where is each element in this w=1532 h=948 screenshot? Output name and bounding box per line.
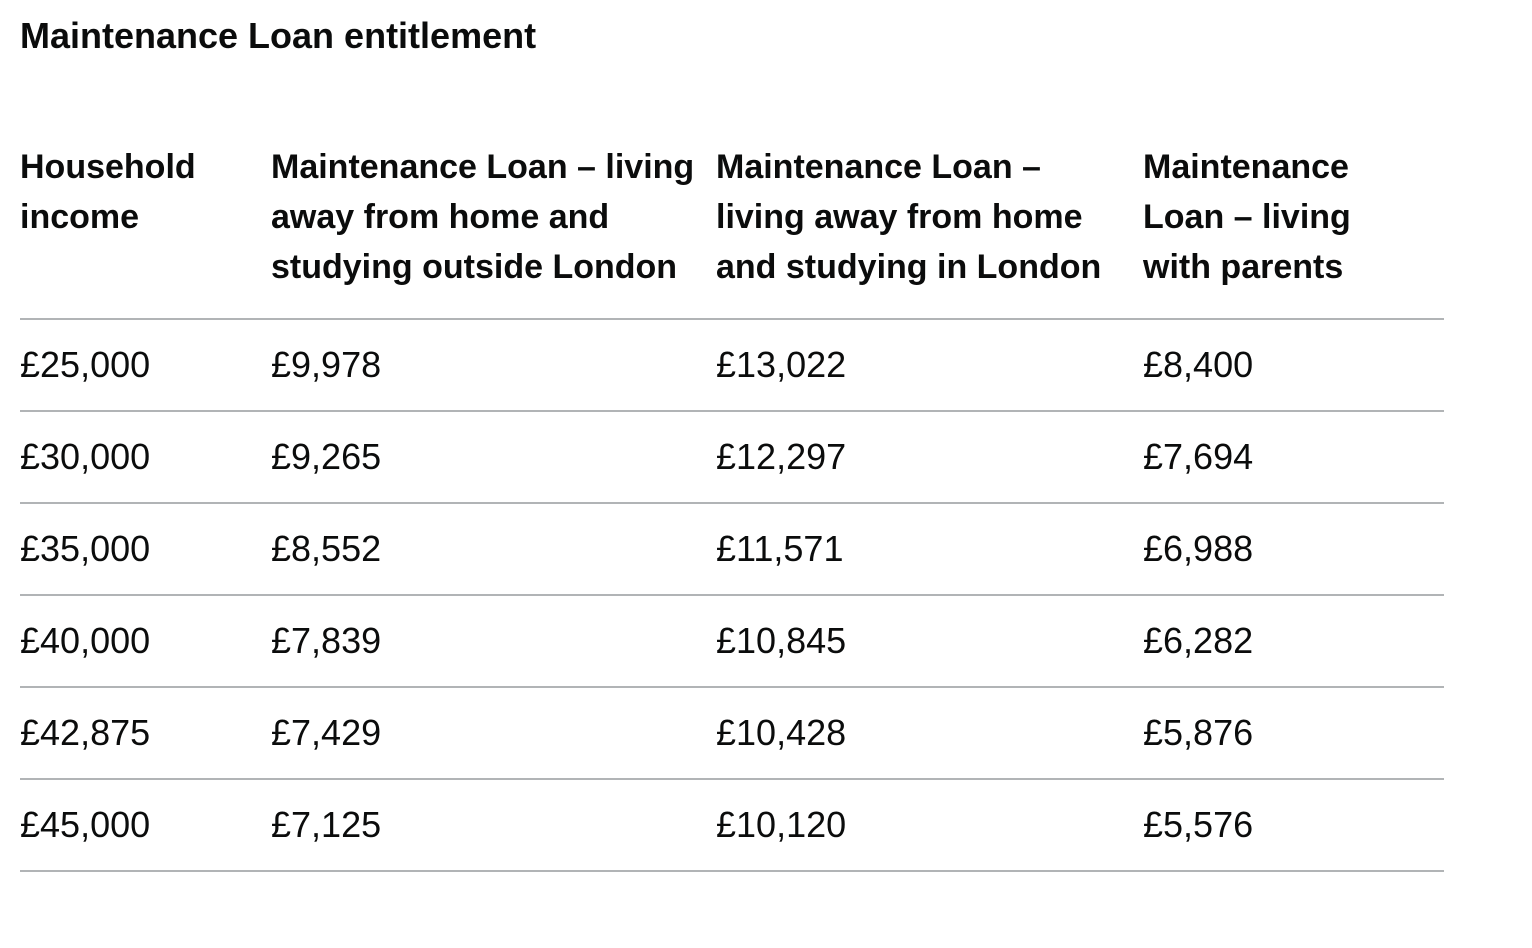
cell-away-outside-london: £9,978 [271,319,716,412]
table-row: £25,000 £9,978 £13,022 £8,400 [20,319,1444,412]
cell-household-income: £42,875 [20,687,271,780]
cell-away-outside-london: £7,125 [271,779,716,872]
cell-away-in-london: £10,845 [716,595,1143,688]
cell-away-outside-london: £8,552 [271,503,716,596]
cell-away-outside-london: £7,429 [271,687,716,780]
table-row: £40,000 £7,839 £10,845 £6,282 [20,595,1444,688]
cell-living-with-parents: £6,282 [1143,595,1444,688]
cell-away-in-london: £10,428 [716,687,1143,780]
cell-living-with-parents: £5,876 [1143,687,1444,780]
table-row: £30,000 £9,265 £12,297 £7,694 [20,411,1444,504]
maintenance-loan-table: Household income Maintenance Loan – livi… [20,142,1444,872]
header-row: Household income Maintenance Loan – livi… [20,142,1444,320]
cell-living-with-parents: £8,400 [1143,319,1444,412]
cell-away-in-london: £12,297 [716,411,1143,504]
header-away-in-london: Maintenance Loan – living away from home… [716,142,1143,320]
cell-household-income: £25,000 [20,319,271,412]
table-row: £42,875 £7,429 £10,428 £5,876 [20,687,1444,780]
cell-away-in-london: £13,022 [716,319,1143,412]
header-household-income: Household income [20,142,271,320]
content-area: Maintenance Loan entitlement Household i… [20,15,1444,872]
cell-household-income: £45,000 [20,779,271,872]
cell-away-outside-london: £7,839 [271,595,716,688]
cell-living-with-parents: £5,576 [1143,779,1444,872]
cell-living-with-parents: £7,694 [1143,411,1444,504]
cell-away-in-london: £11,571 [716,503,1143,596]
table-row: £35,000 £8,552 £11,571 £6,988 [20,503,1444,596]
cell-away-in-london: £10,120 [716,779,1143,872]
table-row: £45,000 £7,125 £10,120 £5,576 [20,779,1444,872]
cell-household-income: £40,000 [20,595,271,688]
header-living-with-parents: Maintenance Loan – living with parents [1143,142,1444,320]
cell-away-outside-london: £9,265 [271,411,716,504]
table-head: Household income Maintenance Loan – livi… [20,142,1444,320]
header-away-outside-london: Maintenance Loan – living away from home… [271,142,716,320]
table-caption: Maintenance Loan entitlement [20,15,537,56]
table-body: £25,000 £9,978 £13,022 £8,400 £30,000 £9… [20,319,1444,872]
cell-household-income: £30,000 [20,411,271,504]
cell-living-with-parents: £6,988 [1143,503,1444,596]
cell-household-income: £35,000 [20,503,271,596]
